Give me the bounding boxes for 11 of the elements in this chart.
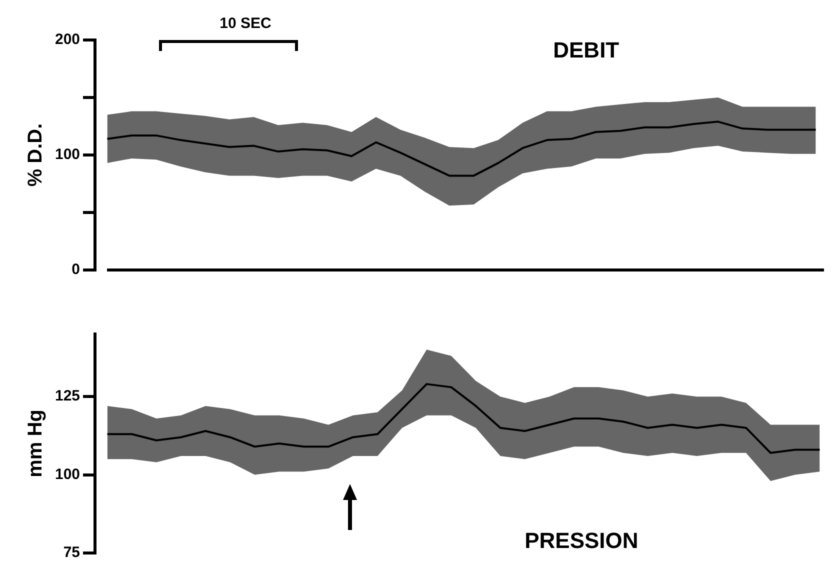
y-axis-title: % D.D. xyxy=(24,123,47,187)
y-tick-label: 0 xyxy=(72,261,80,278)
text: PRESSION xyxy=(524,528,638,554)
chart-title: DEBIT xyxy=(553,38,620,63)
y-tick-label: 125 xyxy=(54,388,80,405)
y-tick-label: 100 xyxy=(54,146,80,164)
y-tick-label: 75 xyxy=(63,544,80,562)
y-tick-label: 200 xyxy=(54,31,80,48)
text: 10 SEC xyxy=(220,15,272,32)
y-axis-title: mm Hg xyxy=(24,410,47,478)
y-tick-label: 100 xyxy=(54,466,80,483)
